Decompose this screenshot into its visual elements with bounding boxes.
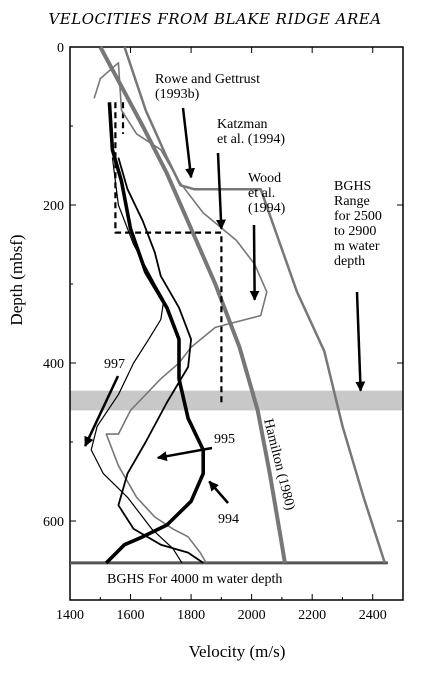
annotation-bghs-4000: BGHS For 4000 m water depth (107, 572, 282, 587)
series-line-0 (98, 46, 287, 564)
band-0 (70, 390, 403, 411)
y-axis-label: Depth (mbsf) (7, 234, 26, 325)
y-tick-label: 0 (57, 41, 64, 56)
arrow-rowe (181, 107, 196, 179)
annotation-997: 997 (104, 357, 125, 372)
annotation-bghs-range: depth (334, 254, 365, 269)
x-tick-label: 2000 (238, 608, 266, 623)
arrow-wood (249, 224, 260, 301)
annotation-katzman: Katzman (217, 117, 268, 132)
annotation-bghs-range: Range (334, 194, 370, 209)
annotation-hamilton: Hamilton (1980) (260, 417, 297, 512)
arrow-994 (208, 480, 229, 504)
x-tick-label: 2400 (359, 608, 387, 623)
annotation-994: 994 (218, 512, 239, 527)
arrow-997 (84, 375, 120, 447)
plot-frame (69, 46, 404, 601)
series-line-1 (123, 46, 386, 564)
chart-title: VELOCITIES FROM BLAKE RIDGE AREA (48, 10, 381, 28)
x-tick-label: 1800 (177, 608, 205, 623)
y-tick-label: 600 (43, 515, 64, 530)
annotation-bghs-range: BGHS (334, 179, 371, 194)
series-line-7 (90, 157, 183, 564)
series-line-4 (93, 62, 268, 564)
annotation-rowe: Rowe and Gettrust (155, 72, 260, 87)
annotation-bghs-range: for 2500 (334, 209, 382, 224)
annotation-katzman: et al. (1994) (217, 132, 285, 147)
annotation-wood: Wood (248, 171, 281, 186)
annotation-wood: (1994) (248, 201, 286, 216)
annotation-bghs-range: m water (334, 239, 380, 254)
x-tick-label: 1600 (117, 608, 145, 623)
arrow-katzman (215, 152, 226, 230)
series-line-2 (114, 102, 223, 403)
y-tick-label: 400 (43, 357, 64, 372)
arrow-995 (156, 446, 213, 462)
plot-area: 1400 1600 1800 2000 2200 2400 0 200 400 600 Rowe a… (43, 41, 404, 623)
series-line-6 (117, 157, 204, 564)
annotation-995: 995 (214, 432, 235, 447)
y-tick-label: 200 (43, 199, 64, 214)
series-line-5 (105, 102, 205, 565)
x-axis-label: Velocity (m/s) (189, 642, 286, 661)
x-tick-label: 2200 (298, 608, 326, 623)
x-tick-label: 1400 (56, 608, 84, 623)
arrow-bghs-range (355, 291, 366, 392)
annotation-bghs-range: to 2900 (334, 224, 376, 239)
annotation-wood: et al. (248, 186, 275, 201)
annotation-rowe: (1993b) (155, 87, 200, 102)
